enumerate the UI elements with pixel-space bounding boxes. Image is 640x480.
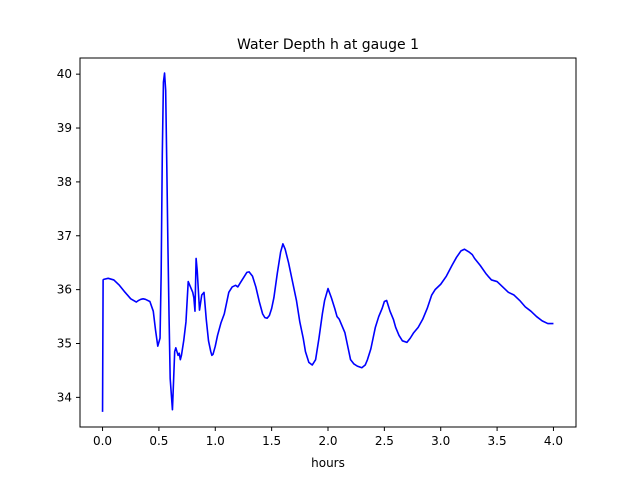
x-tick-label: 3.5 xyxy=(488,434,507,448)
plot-area xyxy=(101,72,554,412)
y-axis: 34 35 36 37 38 39 40 xyxy=(57,67,80,404)
x-tick-label: 0.0 xyxy=(93,434,112,448)
y-tick-label: 35 xyxy=(57,337,72,351)
y-tick-label: 38 xyxy=(57,175,72,189)
y-tick-label: 36 xyxy=(57,283,72,297)
x-tick-label: 1.0 xyxy=(206,434,225,448)
x-tick-label: 1.5 xyxy=(262,434,281,448)
series-line-0 xyxy=(101,72,554,412)
x-tick-label: 2.0 xyxy=(318,434,337,448)
x-tick-label: 2.5 xyxy=(375,434,394,448)
x-tick-label: 0.5 xyxy=(149,434,168,448)
y-tick-label: 37 xyxy=(57,229,72,243)
x-axis-label: hours xyxy=(311,456,345,470)
x-tick-label: 3.0 xyxy=(431,434,450,448)
chart-title: Water Depth h at gauge 1 xyxy=(237,37,419,53)
y-tick-label: 40 xyxy=(57,67,72,81)
y-tick-label: 34 xyxy=(57,390,72,404)
x-axis: 0.0 0.5 1.0 1.5 2.0 2.5 3.0 3.5 4.0 xyxy=(93,427,563,448)
y-tick-label: 39 xyxy=(57,121,72,135)
x-tick-label: 4.0 xyxy=(544,434,563,448)
